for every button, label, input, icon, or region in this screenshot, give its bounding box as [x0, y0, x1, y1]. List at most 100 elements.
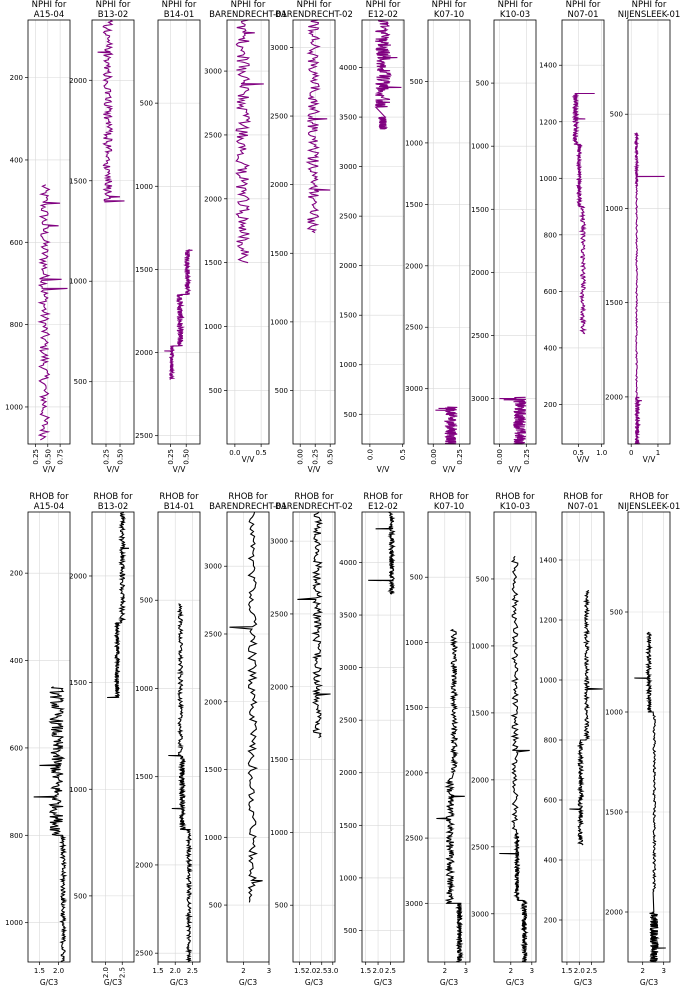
y-tick-label: 2500	[135, 950, 153, 958]
panel-title-well: A15-04	[34, 10, 65, 20]
panel-title-well: BARENDRECHT-02	[275, 502, 353, 512]
x-tick-label: 0.00	[430, 449, 438, 465]
x-tick-label: 0.25	[456, 449, 464, 465]
y-tick-label: 600	[10, 239, 23, 247]
x-axis-unit: G/C3	[170, 978, 189, 987]
y-tick-label: 2500	[135, 432, 153, 440]
x-tick-label: 2	[509, 967, 513, 975]
panel-title-prefix: NPHI for	[498, 0, 533, 10]
panel-title-prefix: RHOB for	[629, 492, 669, 502]
x-tick-label: 0.50	[44, 449, 52, 465]
y-tick-label: 1500	[270, 756, 288, 764]
panel-title-well: BARENDRECHT-01	[209, 10, 287, 20]
y-tick-label: 1000	[135, 685, 153, 693]
y-tick-label: 500	[275, 387, 288, 395]
y-tick-label: 3000	[204, 563, 222, 571]
y-tick-label: 2500	[405, 324, 423, 332]
x-tick-label: 3	[661, 967, 665, 975]
log-curve	[571, 92, 595, 335]
log-curve	[633, 132, 665, 445]
axes-frame	[27, 19, 71, 445]
x-tick-label: 0	[629, 449, 633, 457]
y-tick-label: 3000	[339, 664, 357, 672]
panel-title-well: BARENDRECHT-01	[209, 502, 287, 512]
y-tick-label: 1000	[471, 143, 489, 151]
y-tick-label: 600	[544, 288, 557, 296]
y-tick-label: 2500	[471, 332, 489, 340]
y-tick-label: 2000	[339, 262, 357, 270]
axes-frame	[226, 19, 270, 445]
x-axis-unit: V/V	[242, 455, 256, 464]
y-tick-label: 2000	[605, 909, 623, 917]
y-tick-label: 200	[544, 917, 557, 925]
panel-title-prefix: RHOB for	[495, 492, 535, 502]
y-tick-label: 3000	[471, 910, 489, 918]
axes-frame	[361, 511, 405, 963]
panel-title-prefix: NPHI for	[297, 0, 332, 10]
x-axis-unit: V/V	[643, 455, 657, 464]
panel-title-prefix: NPHI for	[632, 0, 667, 10]
y-tick-label: 2000	[605, 393, 623, 401]
y-tick-label: 2000	[204, 698, 222, 706]
axes-frame	[91, 511, 135, 963]
x-tick-label: 1.0	[596, 449, 607, 457]
y-tick-label: 1400	[539, 62, 557, 70]
axes-frame	[561, 19, 605, 445]
x-axis-unit: V/V	[443, 465, 457, 474]
axes-frame	[157, 19, 201, 445]
x-axis-unit: G/C3	[40, 978, 59, 987]
axes-frame	[493, 19, 537, 445]
x-axis-unit: G/C3	[640, 978, 659, 987]
x-tick-label: 2	[241, 967, 245, 975]
x-tick-label: 1	[656, 449, 660, 457]
y-tick-label: 500	[610, 609, 623, 617]
y-tick-label: 500	[140, 597, 153, 605]
y-tick-label: 3000	[204, 68, 222, 76]
panel-title-well: K10-03	[500, 10, 530, 20]
x-tick-label: 0.5	[573, 449, 584, 457]
y-tick-label: 2000	[135, 861, 153, 869]
y-tick-label: 400	[10, 657, 23, 665]
y-tick-label: 1000	[605, 205, 623, 213]
y-tick-label: 2000	[339, 769, 357, 777]
y-tick-label: 1000	[405, 139, 423, 147]
y-tick-label: 1200	[539, 118, 557, 126]
x-axis-unit: G/C3	[374, 978, 393, 987]
y-tick-label: 1500	[405, 704, 423, 712]
log-panel: 500 1000 1500 2000 2500 3000 2 3 G/C3 RHOB forBAR…	[204, 492, 287, 987]
log-panel: 500 1000 1500 2000 2 3G/C3 RHOB forNIJENSLEEK-…	[605, 492, 680, 987]
x-tick-label: 0.25	[32, 449, 40, 465]
log-curve	[297, 511, 331, 739]
y-tick-label: 500	[410, 78, 423, 86]
x-axis-unit: V/V	[43, 465, 57, 474]
y-tick-label: 500	[610, 111, 623, 119]
x-axis-unit: V/V	[509, 465, 523, 474]
panel-title-well: E12-02	[368, 10, 398, 20]
x-axis-unit: V/V	[107, 465, 121, 474]
x-tick-label: 0.25	[312, 449, 320, 465]
log-curve	[305, 19, 331, 234]
y-tick-label: 2000	[69, 77, 87, 85]
panel-title-well: B14-01	[164, 10, 195, 20]
x-tick-label: 3	[464, 967, 468, 975]
panel-title-prefix: RHOB for	[363, 492, 403, 502]
y-tick-label: 500	[209, 387, 222, 395]
x-axis-unit: G/C3	[104, 978, 123, 987]
log-panel: 500 1000 1500 2000 2500 3000 0.00 0.25V/V NPHI f…	[471, 0, 537, 474]
y-tick-label: 2500	[339, 717, 357, 725]
x-tick-label: 0.50	[183, 449, 191, 465]
y-tick-label: 1000	[539, 175, 557, 183]
y-tick-label: 1000	[539, 677, 557, 685]
y-tick-label: 3000	[405, 900, 423, 908]
y-tick-label: 1000	[339, 874, 357, 882]
x-tick-label: 2.5	[316, 967, 327, 975]
x-tick-label: 2.5	[119, 967, 127, 978]
y-tick-label: 3500	[339, 114, 357, 122]
x-tick-label: 2	[640, 967, 644, 975]
panel-title-prefix: NPHI for	[162, 0, 197, 10]
x-axis-unit: G/C3	[506, 978, 525, 987]
y-tick-label: 1500	[135, 266, 153, 274]
y-tick-label: 3000	[405, 385, 423, 393]
